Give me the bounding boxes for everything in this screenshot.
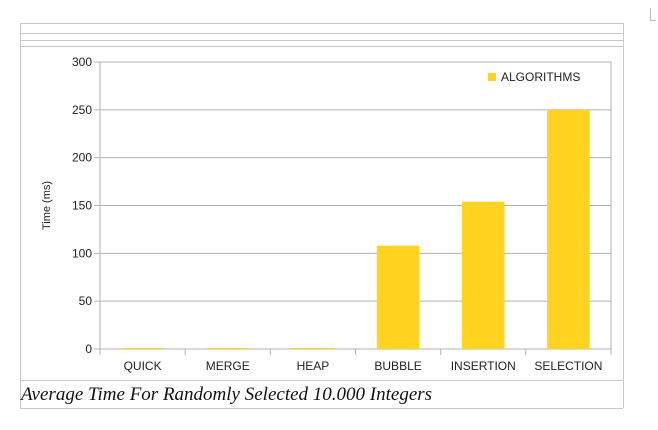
bar-insertion [461,201,505,349]
bar-selection [547,109,590,349]
y-tick-label: 300 [72,55,92,69]
bar-merge [206,348,250,349]
frame-line-2 [20,33,623,34]
frame-top-line [20,23,623,24]
frame-line-4 [20,46,623,47]
bar-quick [121,348,164,349]
x-tick-label: INSERTION [451,359,516,373]
frame-bottom-line [20,408,623,409]
x-tick-label: SELECTION [534,359,602,373]
y-tick-label: 100 [72,246,92,260]
y-axis-label: Time (ms) [41,181,53,230]
y-tick-label: 250 [72,103,92,117]
x-tick-label: QUICK [124,359,162,373]
corner-mark-icon [650,8,656,21]
x-tick-label: BUBBLE [374,359,421,373]
chart-caption: Average Time For Randomly Selected 10.00… [21,384,433,405]
bar-bubble [376,245,420,349]
frame-left-border [20,23,21,408]
x-tick-label: HEAP [297,359,330,373]
frame-right-border [623,23,624,408]
frame-line-3 [20,40,623,41]
x-tick-label: MERGE [206,359,250,373]
frame-caption-top-line [20,380,623,381]
bar-heap [291,348,335,349]
legend-swatch [488,73,496,81]
y-tick-label: 150 [72,199,92,213]
y-tick-label: 50 [79,294,93,308]
y-tick-label: 0 [85,342,92,356]
y-tick-label: 200 [72,151,92,165]
bar-chart: 0 50 100 150 200 250 300 QUICK MERGE HEAP BUBBLE IN… [41,55,612,373]
legend-label: ALGORITHMS [501,70,580,84]
